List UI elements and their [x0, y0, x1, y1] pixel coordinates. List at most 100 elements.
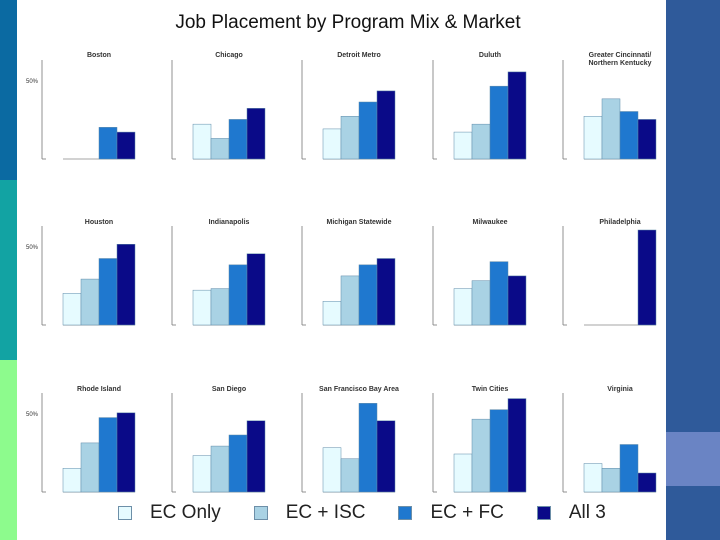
bar — [98, 127, 118, 160]
bar — [507, 71, 527, 160]
panel: Detroit Metro — [301, 52, 396, 160]
bar — [489, 85, 509, 160]
bar — [376, 90, 396, 160]
bar — [489, 261, 509, 326]
legend-item-all-3: All 3 — [536, 502, 606, 524]
bar — [601, 98, 621, 160]
bar — [116, 244, 136, 326]
legend-item-ec-only: EC Only — [118, 502, 221, 524]
bar — [228, 434, 248, 493]
panel: Houston — [41, 219, 136, 326]
bar — [192, 455, 212, 493]
bar — [192, 123, 212, 160]
legend-item-ec-isc: EC + ISC — [253, 502, 366, 524]
bar — [637, 472, 657, 493]
bar — [322, 128, 342, 160]
y-tick-label: 50% — [26, 79, 39, 85]
bar — [192, 289, 212, 326]
bar — [471, 280, 491, 326]
bar — [62, 468, 82, 493]
panel-title: Virginia — [607, 386, 633, 393]
panel: San Francisco Bay Area — [301, 386, 399, 493]
bar — [246, 108, 266, 160]
bar — [637, 229, 657, 326]
panel-title: Rhode Island — [77, 386, 121, 393]
bar — [583, 116, 603, 160]
bar — [376, 420, 396, 493]
bar — [619, 111, 639, 160]
bar — [228, 264, 248, 326]
panel: Michigan Statewide — [301, 219, 396, 326]
bar — [489, 409, 509, 493]
bar — [246, 253, 266, 326]
bar — [471, 418, 491, 493]
panel: Virginia — [562, 386, 657, 493]
legend-label-all-3: All 3 — [568, 502, 606, 523]
bar — [322, 301, 342, 326]
legend: EC Only EC + ISC EC + FC All 3 — [118, 502, 639, 524]
bar — [358, 403, 378, 493]
panel: Philadelphia — [562, 219, 657, 326]
bar — [358, 264, 378, 326]
panel: Chicago — [171, 52, 266, 160]
y-tick-label: 50% — [26, 412, 39, 418]
bar — [210, 138, 230, 160]
panel: Duluth — [432, 52, 527, 160]
bar — [98, 258, 118, 326]
panel-title: San Francisco Bay Area — [319, 386, 399, 393]
bar — [471, 123, 491, 160]
panel-title: Boston — [87, 52, 111, 59]
bar — [453, 131, 473, 160]
bar — [358, 101, 378, 160]
panel-title: Northern Kentucky — [588, 60, 651, 67]
bar — [246, 420, 266, 493]
bar — [507, 275, 527, 326]
panel: Boston — [41, 52, 136, 160]
left-stripe-top — [0, 0, 17, 180]
y-tick-label: 50% — [26, 245, 39, 251]
bar — [98, 417, 118, 493]
panel: Rhode Island — [41, 386, 136, 493]
bar — [80, 278, 100, 326]
left-stripe-middle — [0, 180, 17, 360]
left-stripe-bottom — [0, 360, 17, 540]
chart-title: Job Placement by Program Mix & Market — [175, 12, 521, 33]
bar — [453, 288, 473, 326]
bar — [340, 275, 360, 326]
legend-label-ec-only: EC Only — [150, 502, 221, 523]
panel: Twin Cities — [432, 386, 527, 493]
panel: San Diego — [171, 386, 266, 493]
bar — [453, 453, 473, 493]
legend-label-ec-isc: EC + ISC — [285, 502, 366, 523]
legend-item-ec-fc: EC + FC — [398, 502, 504, 524]
bar — [619, 444, 639, 493]
panel-title: Houston — [85, 219, 113, 226]
panel: Indianapolis — [171, 219, 266, 326]
legend-swatch-all-3 — [536, 506, 551, 520]
panel-title: Greater Cincinnati/ — [589, 52, 652, 59]
bar — [340, 116, 360, 160]
bar — [376, 258, 396, 326]
bar — [116, 412, 136, 493]
panel-title: Duluth — [479, 52, 501, 59]
bar — [601, 468, 621, 493]
panel-title: San Diego — [212, 386, 246, 393]
bar — [210, 288, 230, 326]
bar — [116, 131, 136, 160]
chart-grid: 50% 50% 50% Boston Chicago Detroit Metro Dulut… — [26, 52, 657, 493]
legend-swatch-ec-only — [118, 506, 132, 520]
panel-title: Chicago — [215, 52, 243, 59]
panel-title: Indianapolis — [209, 219, 250, 226]
legend-swatch-ec-fc — [398, 506, 413, 520]
panel: Milwaukee — [432, 219, 527, 326]
bar — [228, 119, 248, 160]
panel-title: Milwaukee — [472, 219, 507, 226]
legend-swatch-ec-isc — [253, 506, 268, 520]
panel-title: Detroit Metro — [337, 52, 381, 59]
bar — [507, 398, 527, 493]
legend-label-ec-fc: EC + FC — [430, 502, 504, 523]
panel-title: Michigan Statewide — [327, 219, 392, 226]
bar — [583, 463, 603, 493]
bar — [62, 293, 82, 326]
right-accent-block — [666, 432, 720, 486]
